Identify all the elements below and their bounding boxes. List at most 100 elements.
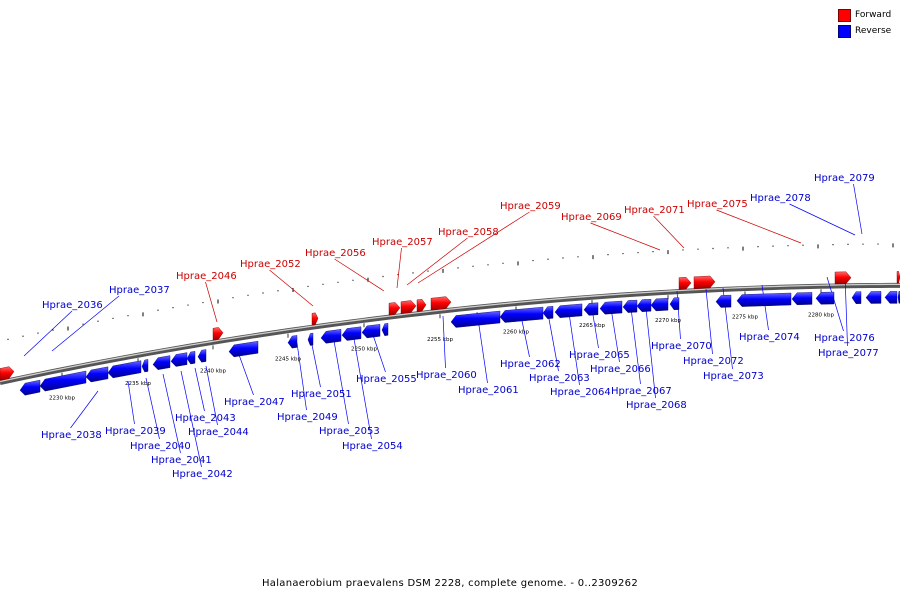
- label-leader-line: [205, 365, 218, 426]
- gene-label: Hprae_2071: [624, 205, 685, 216]
- label-leader-line: [417, 211, 530, 284]
- reverse-gene-arrow: [85, 366, 109, 383]
- gene-label: Hprae_2070: [651, 341, 712, 352]
- reverse-gene-arrow: [287, 335, 298, 349]
- gene-label: Hprae_2061: [458, 385, 519, 396]
- gene-label: Hprae_2067: [611, 386, 672, 397]
- gene-label: Hprae_2054: [342, 441, 403, 452]
- gene-label: Hprae_2044: [188, 427, 249, 438]
- gene-label: Hprae_2076: [814, 333, 875, 344]
- reverse-gene-arrow: [170, 352, 188, 367]
- forward-gene-arrow: [212, 327, 224, 341]
- forward-gene-arrow: [400, 300, 417, 314]
- legend-reverse-swatch: [838, 25, 851, 38]
- reverse-gene-arrow: [599, 300, 623, 315]
- label-leader-line: [51, 295, 120, 352]
- gene-label: Hprae_2047: [224, 397, 285, 408]
- label-leader-line: [567, 305, 580, 386]
- scale-tick-label: 2275 kbp: [732, 315, 758, 321]
- reverse-gene-arrow: [228, 340, 259, 358]
- reverse-gene-arrow: [499, 306, 544, 323]
- reverse-gene-arrow: [650, 297, 669, 312]
- label-leader-line: [761, 284, 769, 331]
- label-leader-line: [310, 339, 321, 388]
- legend-forward-label: Forward: [855, 10, 892, 20]
- label-leader-line: [334, 258, 385, 292]
- scale-tick-label: 2240 kbp: [200, 368, 226, 374]
- label-leader-line: [352, 332, 372, 440]
- gene-label: Hprae_2063: [529, 373, 590, 384]
- backbone-line: [0, 282, 900, 385]
- gene-label: Hprae_2056: [305, 248, 366, 259]
- label-leader-line: [296, 342, 307, 411]
- gene-label: Hprae_2049: [277, 412, 338, 423]
- label-leader-line: [789, 203, 856, 236]
- label-leader-line: [162, 373, 181, 454]
- forward-gene-arrow: [430, 296, 452, 311]
- label-leader-line: [716, 209, 802, 244]
- gene-label: Hprae_2057: [372, 237, 433, 248]
- gene-label: Hprae_2072: [683, 356, 744, 367]
- gene-label: Hprae_2051: [291, 389, 352, 400]
- gene-label: Hprae_2041: [151, 455, 212, 466]
- reverse-gene-arrow: [622, 299, 638, 313]
- forward-gene-arrow: [834, 271, 852, 285]
- legend-reverse-label: Reverse: [855, 26, 892, 36]
- gene-label: Hprae_2065: [569, 350, 630, 361]
- reverse-gene-arrow: [583, 302, 599, 316]
- scale-tick-label: 2245 kbp: [275, 357, 301, 363]
- gene-label: Hprae_2055: [356, 374, 417, 385]
- gene-label: Hprae_2039: [105, 426, 166, 437]
- label-leader-line: [653, 215, 685, 249]
- gene-label: Hprae_2073: [703, 371, 764, 382]
- reverse-gene-arrow: [851, 291, 862, 304]
- label-leader-line: [23, 310, 73, 357]
- gene-label: Hprae_2068: [626, 400, 687, 411]
- label-leader-line: [371, 331, 386, 373]
- reverse-gene-arrow: [791, 292, 813, 306]
- gene-label: Hprae_2046: [176, 271, 237, 282]
- gene-label: Hprae_2038: [41, 430, 102, 441]
- backbone-highlight: [0, 283, 900, 383]
- gene-label: Hprae_2079: [814, 173, 875, 184]
- gene-label: Hprae_2037: [109, 285, 170, 296]
- gene-label: Hprae_2069: [561, 212, 622, 223]
- scale-tick-label: 2265 kbp: [579, 323, 605, 329]
- forward-gene-arrow: [416, 298, 427, 313]
- reverse-gene-arrow: [361, 324, 381, 339]
- gene-label: Hprae_2040: [130, 441, 191, 452]
- gene-label: Hprae_2043: [175, 413, 236, 424]
- label-leader-line: [145, 377, 160, 440]
- gene-label: Hprae_2053: [319, 426, 380, 437]
- genome-caption: Halanaerobium praevalens DSM 2228, compl…: [261, 578, 638, 589]
- label-leader-line: [629, 299, 641, 385]
- gene-label: Hprae_2058: [438, 227, 499, 238]
- gene-label: Hprae_2075: [687, 199, 748, 210]
- legend-forward-swatch: [838, 9, 851, 22]
- label-leader-line: [396, 247, 402, 289]
- label-leader-line: [237, 351, 254, 396]
- forward-gene-arrow: [693, 275, 716, 290]
- reverse-gene-arrow: [307, 332, 314, 346]
- forward-gene-arrow: [896, 271, 900, 284]
- scale-tick-label: 2235 kbp: [125, 381, 151, 387]
- reverse-gene-arrow: [715, 294, 732, 308]
- gene-label: Hprae_2077: [818, 348, 879, 359]
- forward-gene-arrow: [0, 366, 15, 381]
- scale-tick-label: 2255 kbp: [427, 337, 453, 343]
- gene-label: Hprae_2042: [172, 469, 233, 480]
- label-leader-line: [442, 315, 446, 369]
- label-leader-line: [406, 237, 468, 286]
- label-leader-line: [269, 269, 314, 307]
- label-leader-line: [644, 298, 656, 399]
- scale-tick-label: 2230 kbp: [49, 396, 75, 402]
- label-leader-line: [70, 390, 99, 429]
- label-leader-line: [844, 274, 848, 347]
- reverse-gene-arrow: [884, 291, 898, 304]
- scale-tick-label: 2280 kbp: [808, 312, 834, 318]
- label-leader-line: [180, 370, 202, 468]
- reverse-gene-arrow: [141, 359, 149, 373]
- reverse-gene-arrow: [152, 355, 171, 370]
- reverse-gene-arrow: [736, 292, 792, 307]
